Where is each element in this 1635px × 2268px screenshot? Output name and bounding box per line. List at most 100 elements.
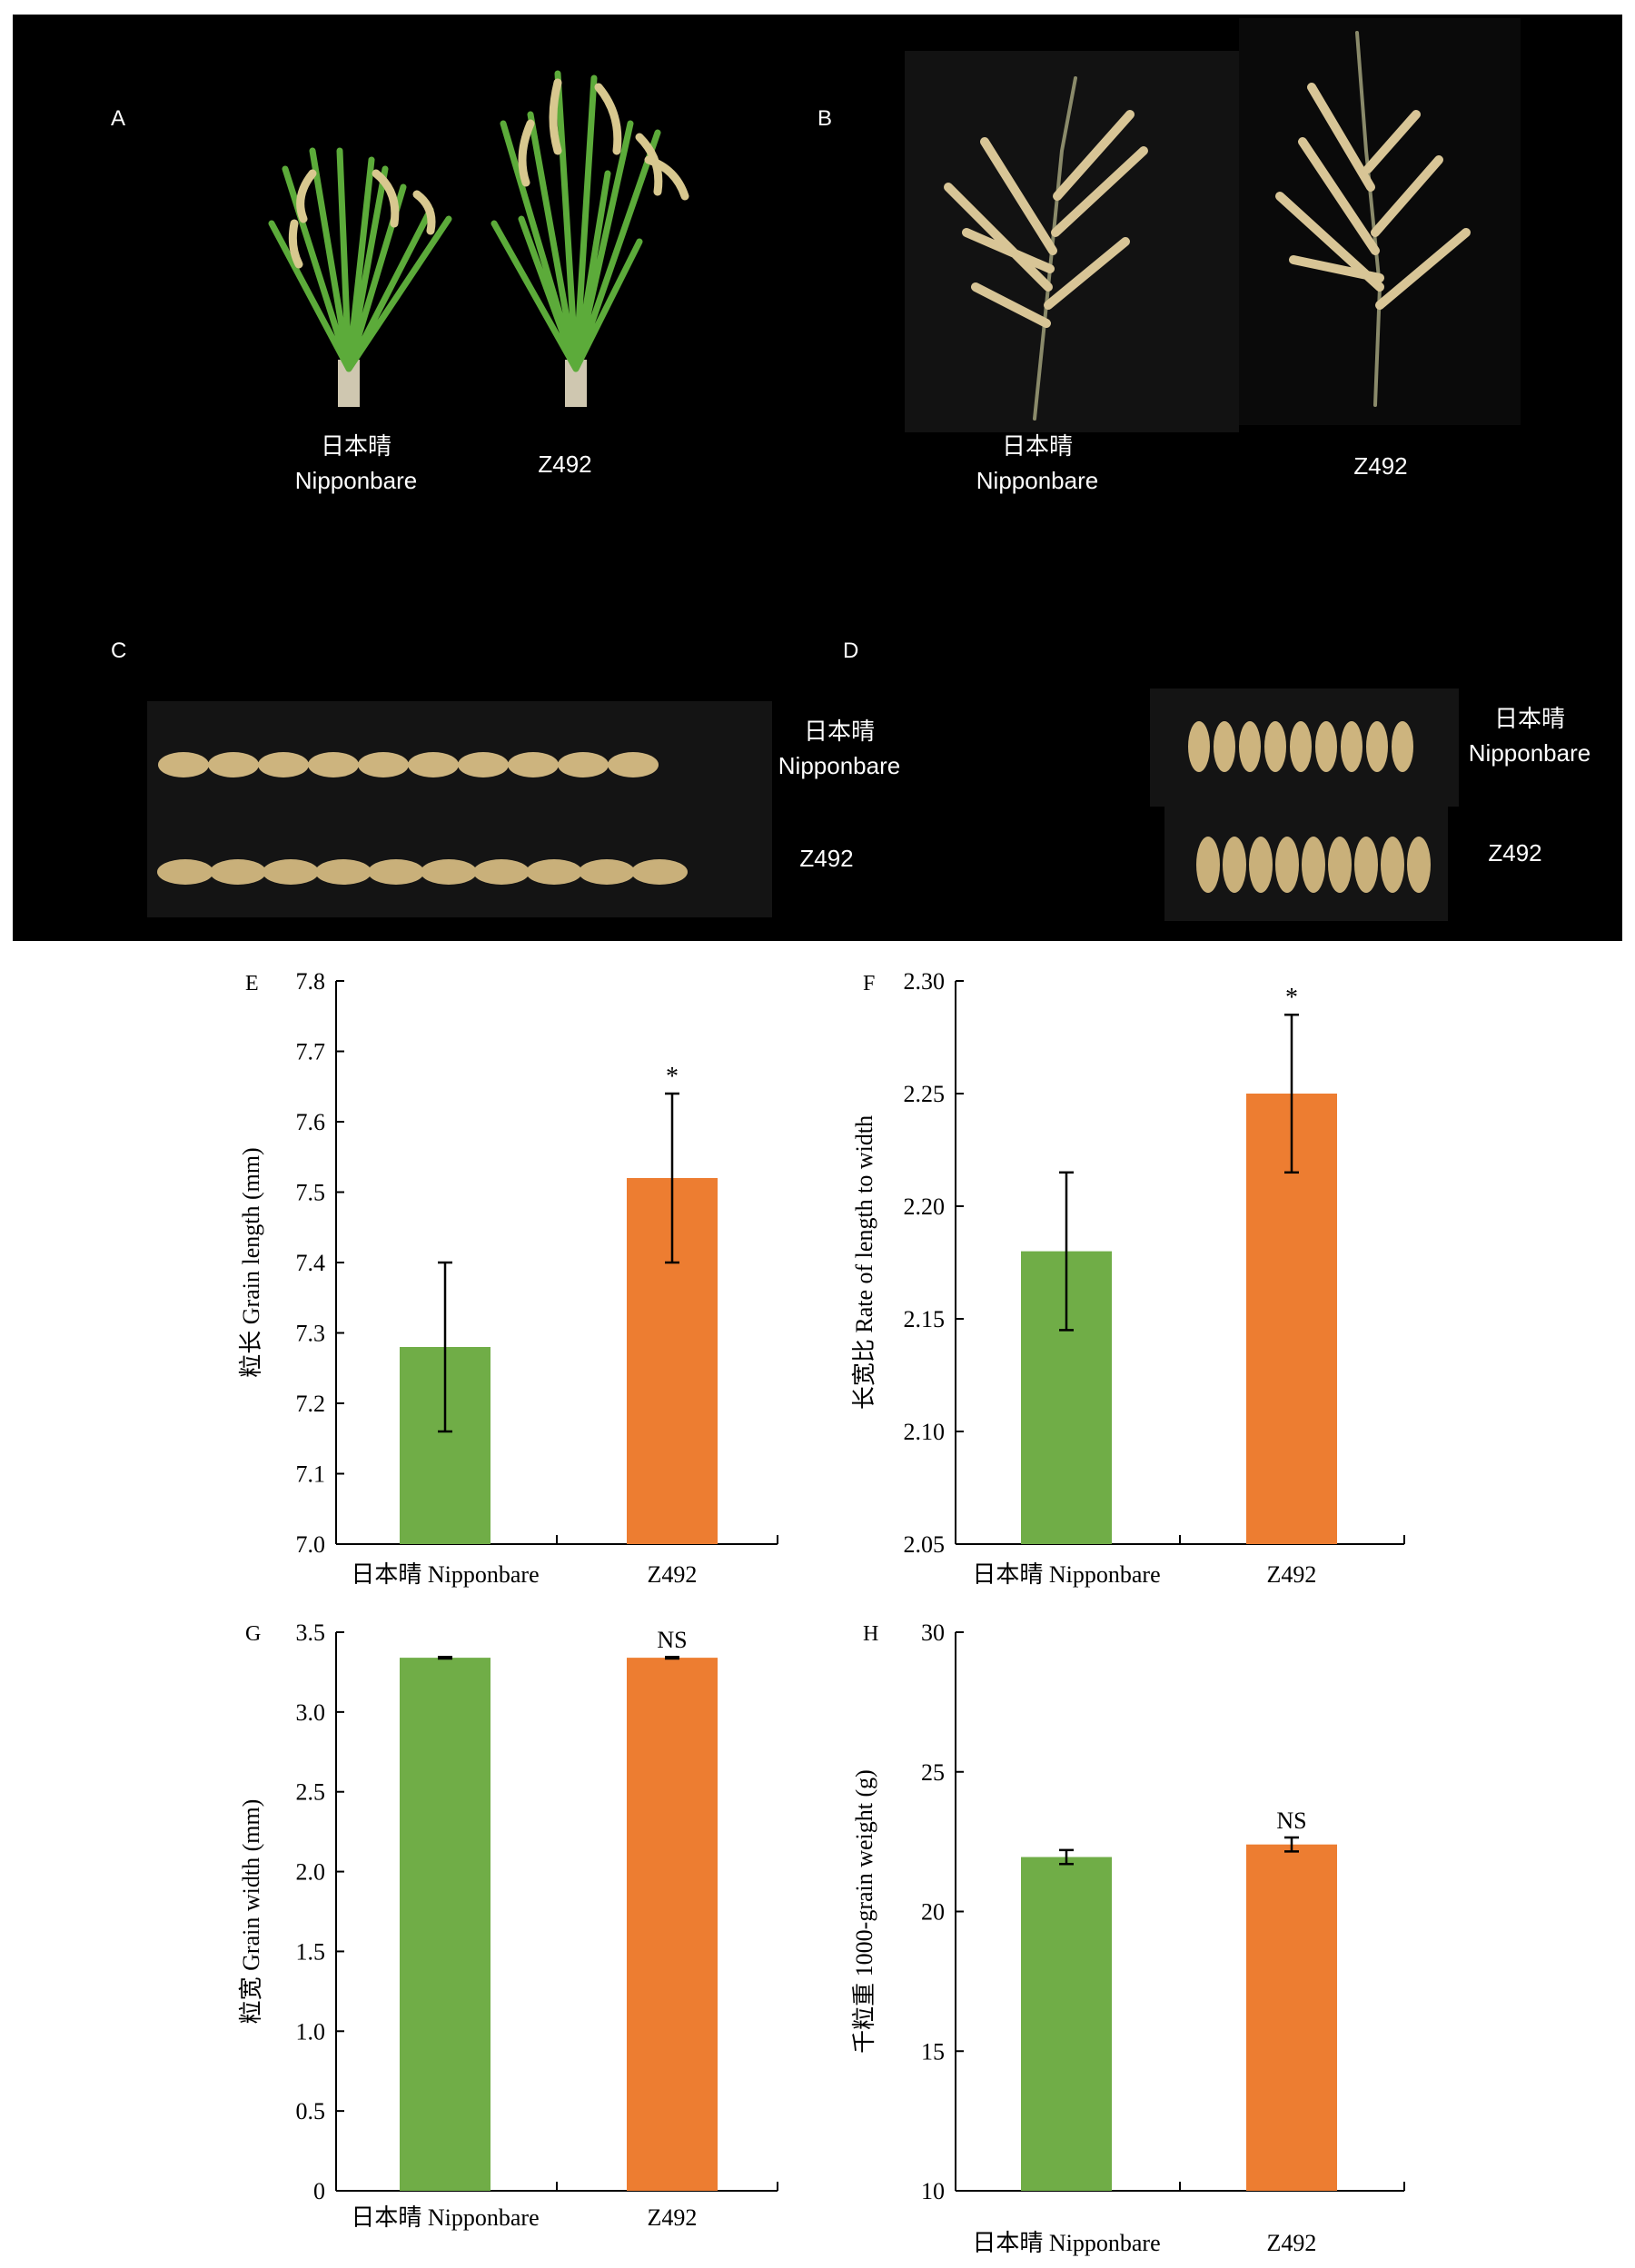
- grain-width-image: [1188, 721, 1431, 893]
- panel-letter-b: B: [818, 106, 832, 131]
- photo-panel-svg: A 日本晴 Nipponbare Z492 B 日本晴 Nipponbare Z…: [111, 18, 1590, 921]
- grain-z492-length: [421, 859, 477, 885]
- y-tick-label: 10: [921, 2178, 945, 2204]
- grain-z492-length: [210, 859, 266, 885]
- y-axis-label: 粒宽 Grain width (mm): [238, 1799, 264, 2025]
- y-tick-label: 2.05: [904, 1531, 946, 1558]
- y-tick-label: 7.6: [296, 1109, 326, 1135]
- y-tick-label: 7.5: [296, 1180, 326, 1206]
- y-tick-label: 2.0: [296, 1859, 326, 1886]
- y-tick-label: 7.2: [296, 1391, 326, 1417]
- grain-z492-width: [1328, 837, 1352, 893]
- y-tick-label: 0: [313, 2178, 325, 2204]
- grain-z492-length: [368, 859, 424, 885]
- grain-z492-width: [1302, 837, 1325, 893]
- grain-nipponbare-width: [1214, 721, 1235, 772]
- photo-a-label-nipponbare-en: Nipponbare: [295, 467, 417, 494]
- photo-b-label-nipponbare-en: Nipponbare: [976, 467, 1098, 494]
- y-tick-label: 7.0: [296, 1531, 326, 1558]
- grain-nipponbare-width: [1188, 721, 1210, 772]
- panel-letter-c: C: [111, 639, 126, 663]
- chart-e: E 7.0 7.1 7.2 7.3 7.4 7.5 7.6 7.7 7.8 粒长 Grain len…: [238, 968, 778, 1588]
- y-tick-label: 25: [921, 1759, 945, 1786]
- grain-nipponbare-width: [1264, 721, 1286, 772]
- grain-z492-length: [315, 859, 372, 885]
- panel-letter-h: H: [863, 1622, 878, 1646]
- photo-b-label-z492: Z492: [1353, 452, 1407, 480]
- grain-z492-width: [1381, 837, 1404, 893]
- y-tick-label: 2.5: [296, 1779, 326, 1806]
- category-label: Z492: [648, 2204, 698, 2231]
- photo-panel: A 日本晴 Nipponbare Z492 B 日本晴 Nipponbare Z…: [13, 15, 1622, 941]
- grain-length-image: [157, 752, 688, 885]
- photo-d-label-nipponbare-en: Nipponbare: [1469, 739, 1590, 767]
- grain-nipponbare-width: [1315, 721, 1337, 772]
- grain-z492-length: [526, 859, 582, 885]
- grain-nipponbare-length: [158, 752, 209, 777]
- panel-letter-g: G: [245, 1622, 261, 1646]
- bar-z492: [627, 1658, 718, 2191]
- y-tick-label: 7.3: [296, 1321, 326, 1347]
- category-label: 日本晴 Nipponbare: [972, 1561, 1160, 1588]
- category-label: 日本晴 Nipponbare: [972, 2230, 1160, 2256]
- chart-f: F 2.05 2.10 2.15 2.20 2.25 2.30 长宽比 Rate of len…: [851, 968, 1405, 1588]
- grain-z492-width: [1275, 837, 1299, 893]
- grain-z492-width: [1249, 837, 1273, 893]
- category-label: Z492: [1267, 1561, 1317, 1588]
- grain-nipponbare-width: [1366, 721, 1388, 772]
- y-tick-label: 2.20: [904, 1193, 946, 1220]
- grain-z492-length: [157, 859, 213, 885]
- grain-nipponbare-width: [1290, 721, 1312, 772]
- bar-nipponbare: [1021, 1857, 1112, 2191]
- bar-z492: [1246, 1844, 1337, 2191]
- grain-nipponbare-length: [208, 752, 259, 777]
- grain-nipponbare-length: [558, 752, 609, 777]
- y-tick-label: 1.0: [296, 2018, 326, 2045]
- photo-a-label-nipponbare-cn: 日本晴: [321, 432, 391, 460]
- grain-nipponbare-length: [458, 752, 509, 777]
- y-axis-label: 长宽比 Rate of length to width: [851, 1115, 877, 1410]
- significance-label: NS: [657, 1627, 687, 1653]
- chart-g: G 0 0.5 1.0 1.5 2.0 2.5 3.0 3.5 粒宽 Grain width (m…: [238, 1619, 778, 2231]
- y-tick-label: 7.7: [296, 1039, 326, 1065]
- significance-label: NS: [1276, 1807, 1306, 1834]
- grain-nipponbare-width: [1239, 721, 1261, 772]
- chart-h: H 10 15 20 25 30 千粒重 1000-grain weight (g) 日本晴 …: [851, 1619, 1405, 2256]
- photo-a-label-z492: Z492: [538, 451, 591, 478]
- y-tick-label: 30: [921, 1619, 945, 1646]
- grain-z492-width: [1354, 837, 1378, 893]
- y-tick-label: 1.5: [296, 1938, 326, 1965]
- category-label: Z492: [1267, 2230, 1317, 2256]
- y-tick-label: 20: [921, 1899, 945, 1926]
- grain-z492-width: [1196, 837, 1220, 893]
- rice-plant-nipponbare-image: [268, 147, 452, 407]
- grain-nipponbare-length: [508, 752, 559, 777]
- y-tick-label: 0.5: [296, 2098, 326, 2124]
- grain-nipponbare-length: [608, 752, 659, 777]
- grain-nipponbare-length: [308, 752, 359, 777]
- panel-letter-d: D: [843, 639, 858, 663]
- y-tick-label: 3.5: [296, 1619, 326, 1646]
- panel-letter-f: F: [863, 972, 875, 995]
- y-axis-label: 千粒重 1000-grain weight (g): [851, 1769, 877, 2054]
- y-tick-label: 3.0: [296, 1699, 326, 1726]
- y-tick-label: 7.8: [296, 968, 326, 995]
- rice-plant-z492-image: [490, 70, 689, 407]
- y-axis-label: 粒长 Grain length (mm): [238, 1147, 264, 1377]
- category-label: 日本晴 Nipponbare: [351, 1561, 539, 1588]
- grain-nipponbare-length: [408, 752, 459, 777]
- grain-nipponbare-length: [358, 752, 409, 777]
- bar-nipponbare: [400, 1658, 490, 2191]
- panel-letter-a: A: [111, 106, 125, 131]
- photo-d-label-z492: Z492: [1488, 839, 1541, 867]
- photo-c-label-nipponbare-en: Nipponbare: [778, 752, 900, 779]
- photo-d-label-nipponbare-cn: 日本晴: [1494, 705, 1565, 732]
- grain-z492-length: [263, 859, 319, 885]
- grain-nipponbare-width: [1341, 721, 1362, 772]
- grain-nipponbare-width: [1392, 721, 1413, 772]
- panicle-nipponbare-image: [944, 76, 1148, 421]
- y-tick-label: 7.1: [296, 1461, 326, 1488]
- y-tick-label: 2.25: [904, 1081, 946, 1107]
- category-label: 日本晴 Nipponbare: [351, 2204, 539, 2231]
